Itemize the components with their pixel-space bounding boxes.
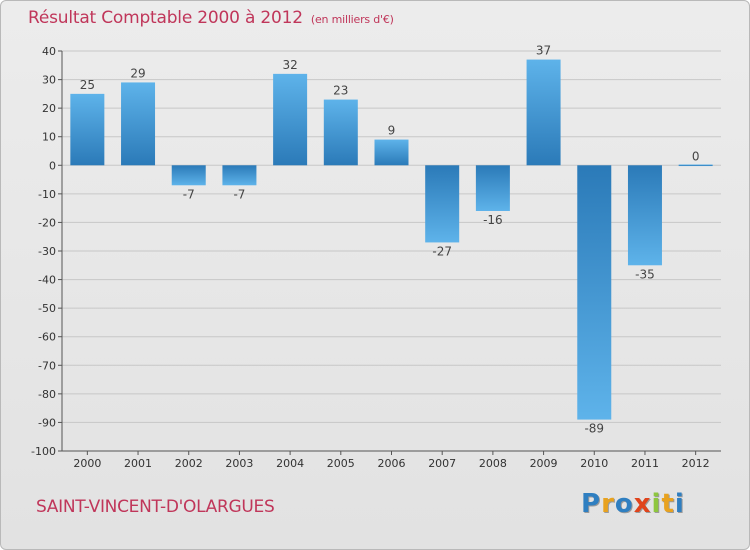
x-tick-label: 2008: [479, 457, 507, 470]
y-tick-label: -30: [38, 245, 56, 258]
x-tick-label: 2004: [276, 457, 304, 470]
bar: [678, 164, 713, 167]
bar: [121, 82, 156, 166]
commune-name: SAINT-VINCENT-D'OLARGUES: [36, 497, 275, 517]
data-label: 37: [536, 44, 551, 58]
data-label: -7: [183, 187, 195, 201]
x-tick-label: 2012: [682, 457, 710, 470]
grid-layer: [58, 50, 721, 455]
x-tick-label: 2007: [428, 457, 456, 470]
chart-title: Résultat Comptable 2000 à 2012 (en millie…: [28, 8, 394, 28]
x-tick-label: 2006: [378, 457, 406, 470]
logo-letter: x: [633, 489, 652, 519]
data-label: -7: [233, 187, 245, 201]
bar: [475, 165, 510, 211]
data-label: 25: [80, 78, 95, 92]
data-label: 23: [333, 84, 348, 98]
bar: [222, 165, 257, 186]
bar: [577, 165, 612, 420]
label-layer: 403020100-10-20-30-40-50-60-70-80-90-100…: [31, 44, 710, 470]
y-tick-label: -50: [38, 302, 56, 315]
data-label: 32: [282, 58, 297, 72]
data-label: 9: [388, 124, 396, 138]
y-tick-label: 0: [49, 159, 56, 172]
logo-letter: i: [651, 489, 662, 519]
bar: [526, 59, 561, 166]
x-tick-label: 2011: [631, 457, 659, 470]
logo-letter: t: [661, 489, 675, 519]
x-tick-label: 2000: [73, 457, 101, 470]
logo-letter: P: [581, 489, 602, 519]
logo-letter: o: [614, 489, 634, 519]
data-label: -35: [635, 267, 655, 281]
x-tick-label: 2003: [225, 457, 253, 470]
data-label: -89: [584, 422, 604, 436]
logo-letter: i: [674, 489, 685, 519]
y-tick-label: -100: [31, 445, 56, 458]
y-tick-label: -20: [38, 216, 56, 229]
bar: [323, 99, 358, 166]
y-tick-label: -10: [38, 188, 56, 201]
proxiti-logo[interactable]: Proxiti: [581, 489, 685, 519]
y-tick-label: -70: [38, 359, 56, 372]
y-tick-label: 30: [42, 74, 56, 87]
x-tick-label: 2010: [580, 457, 608, 470]
data-label: 29: [130, 66, 145, 80]
y-tick-label: -80: [38, 388, 56, 401]
bar-layer: [70, 59, 713, 420]
data-label: -27: [432, 244, 452, 258]
chart-title-text: Résultat Comptable 2000 à 2012: [28, 8, 303, 28]
data-label: -16: [483, 213, 503, 227]
bar: [425, 165, 460, 243]
y-tick-label: 20: [42, 102, 56, 115]
y-tick-label: 10: [42, 131, 56, 144]
data-label: 0: [692, 149, 700, 163]
x-tick-label: 2001: [124, 457, 152, 470]
y-tick-label: -60: [38, 331, 56, 344]
y-tick-label: -90: [38, 416, 56, 429]
y-tick-label: 40: [42, 45, 56, 58]
y-tick-label: -40: [38, 274, 56, 287]
x-tick-label: 2005: [327, 457, 355, 470]
bar: [374, 139, 409, 166]
bar: [627, 165, 662, 266]
bar: [273, 73, 308, 166]
bar: [171, 165, 206, 186]
x-tick-label: 2009: [530, 457, 558, 470]
logo-letter: r: [601, 489, 615, 519]
x-tick-label: 2002: [175, 457, 203, 470]
chart-subtitle: (en milliers d'€): [310, 13, 394, 26]
bar: [70, 93, 105, 166]
